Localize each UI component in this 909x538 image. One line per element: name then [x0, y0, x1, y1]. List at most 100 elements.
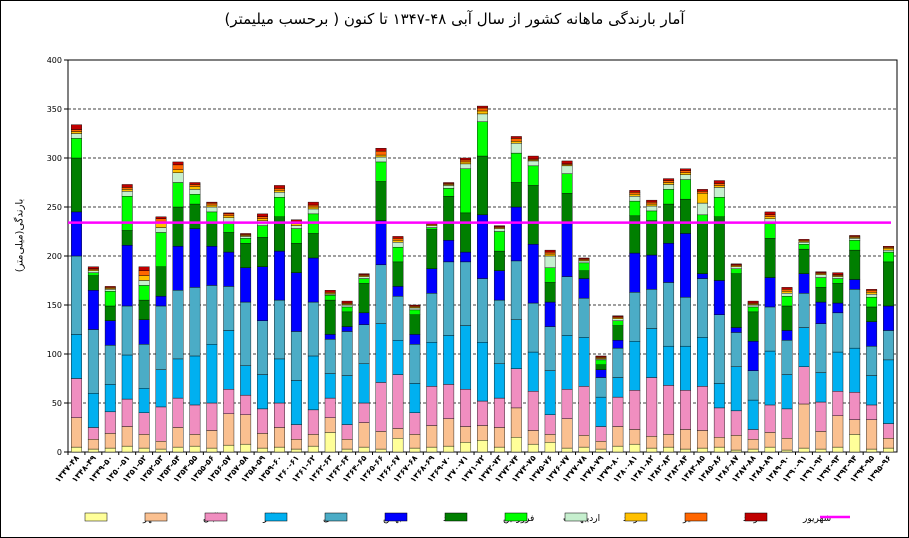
y-tick-label: 0 — [57, 448, 62, 457]
bar-segment — [392, 246, 404, 263]
bar-segment — [747, 306, 759, 313]
bar-segment — [612, 325, 624, 341]
legend-swatch — [324, 512, 348, 522]
bar-segment — [257, 447, 269, 453]
bar-segment — [307, 409, 319, 435]
bar-segment — [781, 305, 793, 331]
bar-segment — [798, 244, 810, 250]
bar-segment — [612, 347, 624, 378]
bar-segment — [510, 260, 522, 320]
bar-segment — [477, 278, 488, 343]
bar-segment — [493, 250, 505, 271]
bar-segment — [189, 287, 201, 357]
bar-segment — [257, 216, 269, 219]
bar-segment — [832, 312, 844, 353]
bar-segment — [544, 249, 556, 253]
bar-segment — [798, 327, 810, 367]
bar-segment — [663, 184, 675, 190]
bar-segment — [680, 170, 691, 173]
bar-segment — [561, 276, 573, 336]
bar-segment — [646, 199, 658, 203]
bar-segment — [663, 446, 675, 453]
bar-segment — [730, 327, 742, 333]
bar-segment — [527, 165, 539, 186]
bar-segment — [696, 273, 708, 279]
bar-segment — [206, 285, 218, 345]
bar-segment — [172, 290, 184, 360]
bar-segment — [206, 204, 218, 208]
bar-segment — [257, 320, 269, 375]
bar-segment — [544, 255, 556, 268]
bar-segment — [324, 397, 336, 418]
bar-segment — [493, 427, 505, 448]
bar-segment — [155, 305, 167, 370]
bar-segment — [527, 155, 539, 160]
bar-segment — [71, 211, 82, 257]
bar-segment — [290, 223, 302, 226]
bar-segment — [730, 266, 742, 269]
bar-segment — [663, 345, 675, 386]
bar-segment — [612, 315, 624, 317]
bar-segment — [324, 299, 336, 335]
bar-segment — [832, 351, 844, 392]
bar-segment — [696, 202, 708, 216]
bar-segment — [493, 299, 505, 365]
bar-segment — [392, 236, 404, 239]
bar-segment — [510, 152, 522, 183]
bar-segment — [172, 358, 184, 399]
bar-segment — [849, 347, 861, 393]
bar-segment — [223, 389, 235, 414]
bar-segment — [240, 394, 252, 415]
bar-segment — [121, 445, 133, 453]
bar-segment — [680, 233, 691, 298]
bar-segment — [646, 205, 658, 212]
bar-segment — [781, 408, 793, 439]
bar-segment — [172, 172, 184, 183]
bar-segment — [713, 187, 725, 198]
bar-segment — [680, 448, 691, 453]
bar-segment — [832, 283, 844, 304]
bar-segment — [696, 337, 708, 387]
bar-segment — [815, 323, 827, 373]
bar-segment — [730, 263, 742, 266]
bar-segment — [730, 366, 742, 412]
bar-segment — [358, 276, 370, 279]
bar-segment — [883, 447, 894, 453]
bar-segment — [206, 402, 218, 431]
bar-segment — [544, 434, 556, 443]
bar-segment — [104, 411, 116, 434]
bar-segment — [392, 240, 404, 243]
bar-segment — [189, 184, 201, 187]
bar-segment — [527, 244, 539, 304]
bar-segment — [71, 446, 82, 453]
bar-segment — [290, 380, 302, 425]
bar-segment — [612, 426, 624, 447]
bar-segment — [155, 441, 167, 450]
bar-segment — [409, 304, 421, 307]
bar-segment — [274, 402, 285, 428]
bar-segment — [341, 311, 353, 327]
bar-segment — [189, 189, 201, 195]
bar-segment — [104, 344, 116, 385]
bar-segment — [544, 301, 556, 327]
bar-segment — [663, 243, 675, 283]
legend-swatch — [204, 512, 228, 522]
bar-segment — [477, 105, 488, 109]
bar-segment — [358, 402, 370, 423]
bar-segment — [561, 222, 573, 277]
bar-segment — [375, 150, 387, 156]
bar-segment — [392, 242, 404, 248]
bar-segment — [307, 206, 319, 210]
bar-segment — [832, 272, 844, 275]
bar-segment — [189, 182, 201, 185]
bar-segment — [747, 448, 759, 453]
bar-segment — [189, 434, 201, 447]
bar-segment — [815, 401, 827, 432]
bar-segment — [392, 340, 404, 375]
bar-segment — [815, 271, 827, 273]
bar-segment — [138, 275, 150, 281]
bar-segment — [781, 340, 793, 375]
bar-segment — [510, 136, 522, 139]
bar-segment — [815, 372, 827, 403]
bar-segment — [358, 273, 370, 275]
